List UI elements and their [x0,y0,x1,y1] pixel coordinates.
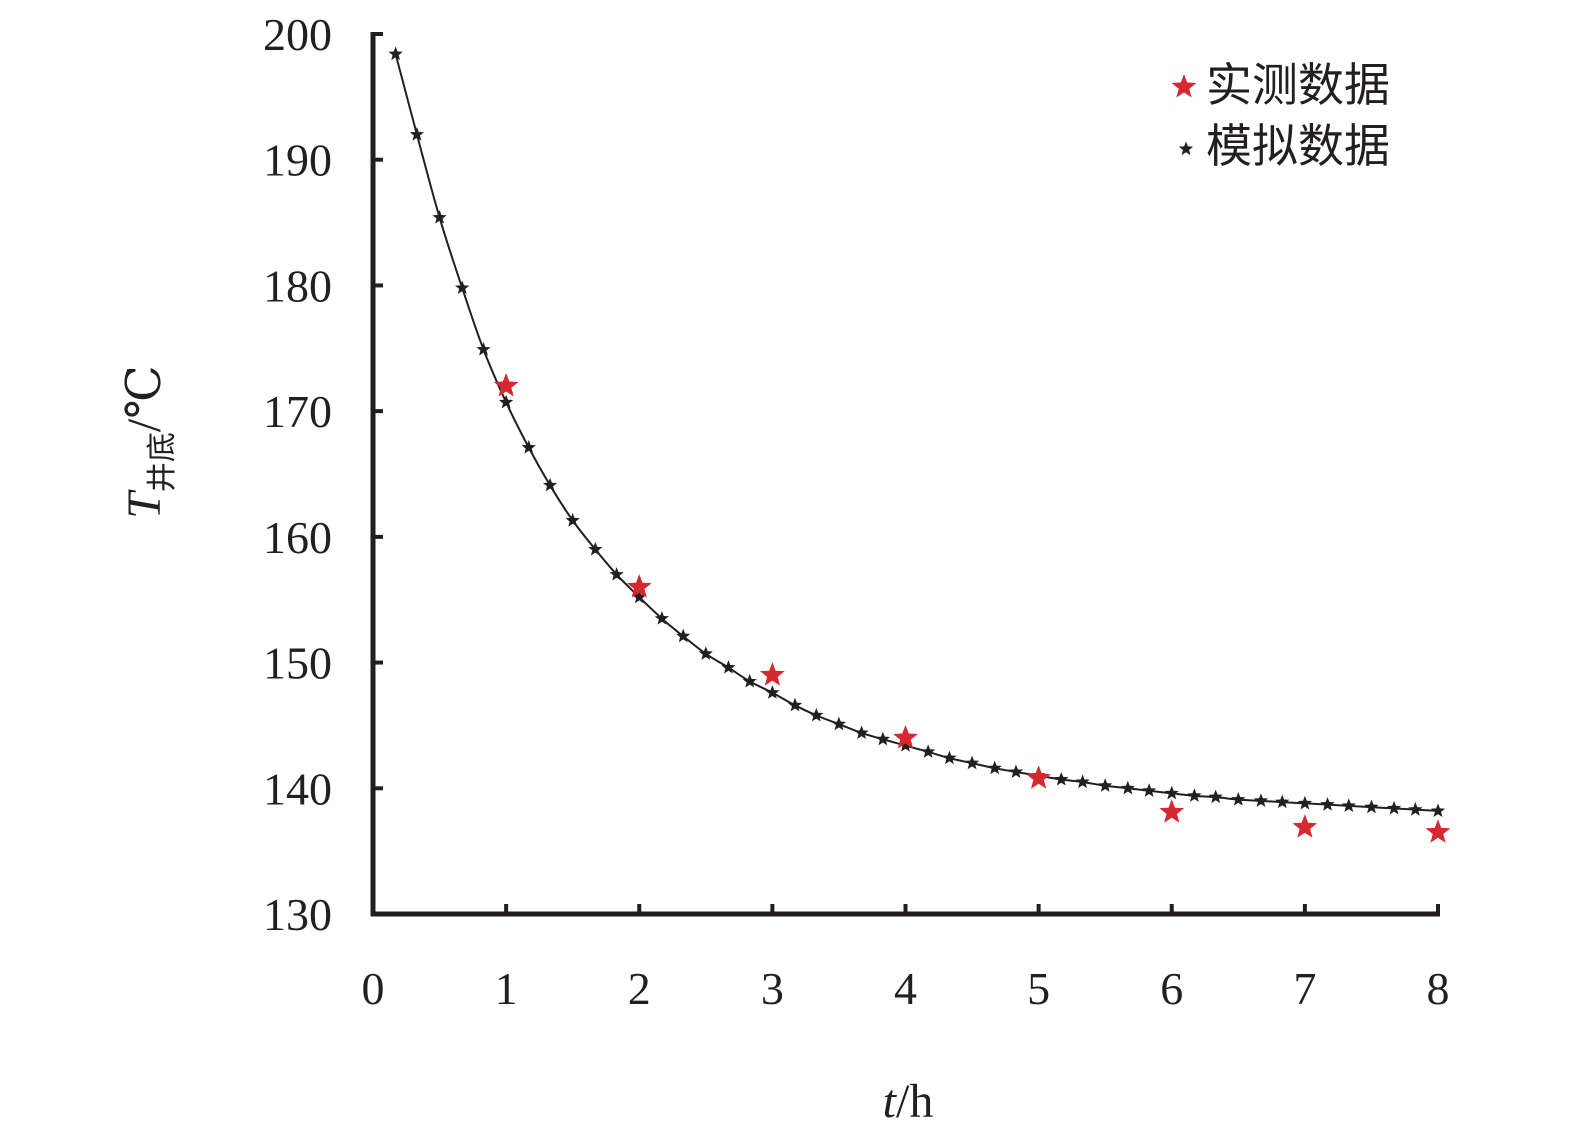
simulated-point [432,210,447,224]
y-tick-label: 200 [263,9,332,60]
simulated-point [942,750,957,765]
measured-point [1425,819,1451,843]
measured-point [893,725,918,749]
simulated-point [676,628,691,643]
simulated-point [1075,774,1090,789]
simulated-point [921,744,936,758]
simulated-point [964,755,980,770]
y-axis-title-unit: /℃ [118,365,171,432]
simulated-point [987,760,1002,775]
measured-point [1026,765,1051,789]
measured-point [626,574,652,598]
legend-label-simulated: 模拟数据 [1206,119,1390,173]
x-tick-label: 0 [362,963,385,1014]
simulated-point [1253,793,1269,807]
y-tick-label: 170 [263,386,332,437]
simulated-point [1364,799,1379,814]
y-axis-title-var: T [118,489,171,519]
simulated-point [1208,789,1223,804]
x-tick-label: 6 [1160,963,1183,1014]
simulated-point [632,589,647,604]
simulated-point [721,660,736,674]
simulated-point [765,685,780,699]
simulated-point [1187,788,1202,802]
y-tick-label: 190 [263,135,332,186]
simulated-point [787,697,803,712]
simulated-point [388,46,403,61]
y-tick-label: 140 [263,763,332,814]
simulated-point [498,394,514,409]
simulated-point [1008,764,1024,779]
simulated-point [565,513,580,527]
x-tick-label: 8 [1427,963,1450,1014]
simulated-point [1320,797,1335,811]
simulated-point [409,127,425,141]
simulated-point [1341,798,1356,812]
simulated-point [542,477,558,492]
simulated-point [654,611,670,625]
simulated-point [1297,795,1313,810]
legend-marker-simulated-icon [1178,141,1194,156]
simulated-point [742,673,757,688]
legend-item-simulated: 模拟数据 [1178,119,1390,173]
simulated-point [1386,800,1402,815]
y-tick-label: 150 [263,638,332,689]
y-tick-label: 160 [263,512,332,563]
legend-label-measured: 实测数据 [1206,58,1390,112]
simulated-point [1098,778,1113,792]
simulated-point [521,440,536,454]
measured-point [1292,814,1318,838]
measured-points [493,373,1451,843]
simulated-point [854,725,869,740]
simulated-point [1164,785,1179,800]
x-tick-label: 4 [894,963,917,1014]
simulated-point [609,567,624,581]
simulated-point [1231,792,1246,806]
x-tick-label: 5 [1027,963,1050,1014]
x-axis-title-var: t [883,1075,898,1128]
simulated-point [898,738,913,752]
x-axis-title-unit: /h [896,1075,933,1128]
simulated-point [875,731,890,746]
x-tick-label: 7 [1293,963,1316,1014]
y-tick-label: 130 [263,889,332,940]
x-tick-label: 3 [761,963,784,1014]
simulated-point [1120,780,1135,795]
simulated-point [698,646,713,660]
simulated-point [1054,771,1069,786]
legend: 实测数据 模拟数据 [1171,58,1390,173]
x-axis-title: t/h [883,1075,934,1128]
simulated-point [831,716,847,731]
simulated-point [1275,794,1290,809]
simulated-point [476,342,491,356]
x-tick-label: 2 [628,963,651,1014]
simulated-point [455,280,470,295]
simulated-point [1141,783,1157,797]
simulated-point [588,541,603,556]
measured-point [493,373,519,397]
ticks-layer: 0 1 2 3 4 5 6 7 8 130 140 150 160 170 180 190 200 [263,9,1450,1014]
measured-point [1159,799,1185,823]
measured-point [760,662,785,686]
y-axis-title: T井底/℃ [118,365,180,519]
x-tick-label: 1 [495,963,518,1014]
y-tick-label: 180 [263,260,332,311]
simulated-point [809,707,824,722]
legend-marker-measured-icon [1171,74,1197,98]
y-axis-title-sub: 井底 [145,432,180,492]
simulated-point [1430,803,1446,817]
legend-item-measured: 实测数据 [1171,58,1390,112]
simulated-points [388,46,1446,817]
simulated-point [1408,802,1423,816]
